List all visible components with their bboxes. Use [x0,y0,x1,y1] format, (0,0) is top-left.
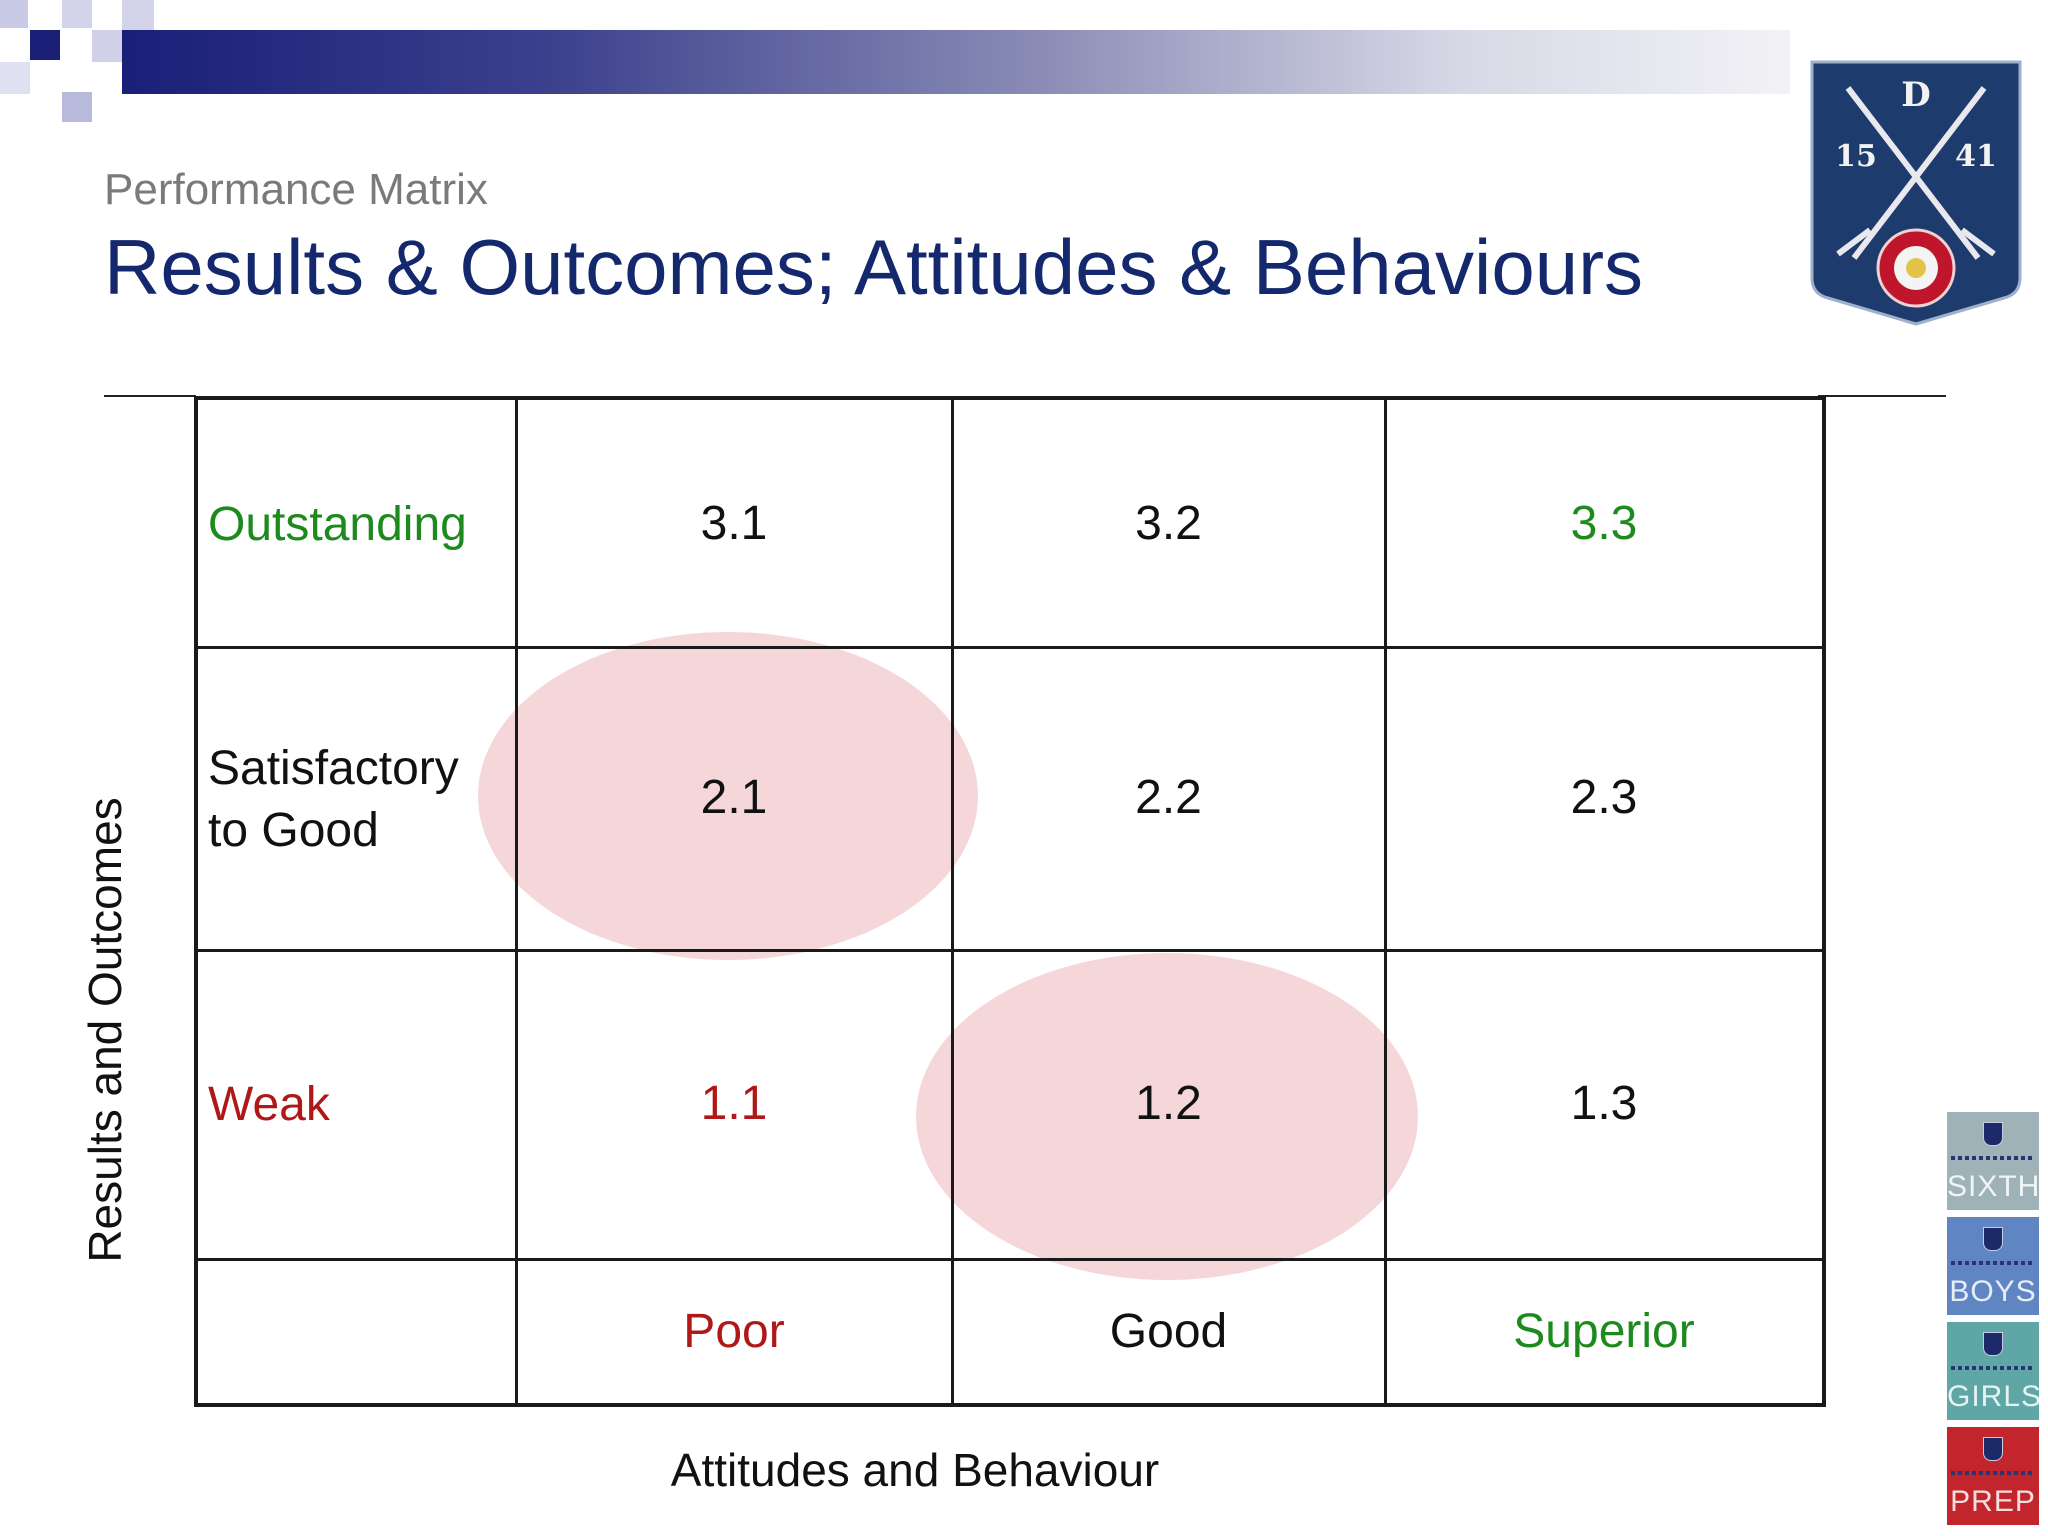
corner-square-light [62,0,92,28]
grid-line-vertical [1822,397,1826,1405]
title-rule-left [104,395,196,397]
mini-crest-icon [1983,1437,2003,1461]
row-label-outstanding: Outstanding [208,498,467,551]
matrix-cell-2-2: 2.2 [1135,771,1202,824]
crest-right-number: 41 [1955,139,1997,174]
matrix-cell-1-3: 1.3 [1570,1077,1638,1130]
column-label-good: Good [1109,1305,1228,1358]
grid-line-vertical [194,397,198,1405]
badge-stripe [1951,1366,2035,1370]
slide-title: Results & Outcomes; Attitudes & Behaviou… [104,223,1644,311]
grid-line-horizontal [194,646,1826,649]
grid-line-vertical [1384,397,1387,1405]
column-label-poor: Poor [683,1305,785,1358]
corner-square-light [122,0,154,30]
column-label-superior: Superior [1513,1305,1695,1358]
row-label-satisfactory-line1: Satisfactory [208,742,459,795]
y-axis-label: Results and Outcomes [79,797,131,1263]
badge-stripe [1951,1156,2035,1160]
grid-line-vertical [951,397,954,1405]
crest-shield [1810,60,2022,326]
matrix-cell-1-2: 1.2 [1135,1077,1202,1130]
school-crest-icon: D 15 41 [1810,60,2022,326]
corner-square-light [0,0,28,28]
matrix-cell-2-3: 2.3 [1570,771,1638,824]
badge-boys-label: BOYS [1949,1275,2037,1308]
mini-crest-icon [1983,1227,2003,1251]
x-axis-label: Attitudes and Behaviour [670,1444,1160,1496]
badge-sixth-label: SIXTH [1947,1170,2039,1203]
grid-line-horizontal [194,949,1826,952]
grid-line-horizontal [194,1258,1826,1261]
row-label-satisfactory-line2: to Good [208,804,379,857]
mini-crest-icon [1983,1332,2003,1356]
grid-line-horizontal [194,396,1826,400]
row-label-satisfactory: Satisfactory to Good [208,738,459,862]
matrix-cell-3-1: 3.1 [700,497,768,550]
highlight-ellipse-2-1 [478,632,978,960]
corner-square-mid [92,30,122,62]
badge-girls-label: GIRLS [1947,1380,2039,1413]
badge-sixth[interactable]: SIXTH [1947,1112,2039,1210]
badge-prep[interactable]: PREP [1947,1427,2039,1525]
matrix-cell-2-1: 2.1 [700,771,768,824]
matrix-cell-3-2: 3.2 [1135,497,1202,550]
mini-crest-icon [1983,1122,2003,1146]
matrix-cell-1-1: 1.1 [700,1077,768,1130]
crest-letter: D [1901,75,1930,115]
highlight-ellipse-1-2 [916,953,1418,1280]
badge-boys[interactable]: BOYS [1947,1217,2039,1315]
badge-prep-label: PREP [1950,1485,2036,1518]
badge-stripe [1951,1261,2035,1265]
grid-line-horizontal [194,1403,1826,1407]
corner-square-mid [62,92,92,122]
matrix-cell-3-3: 3.3 [1570,497,1638,550]
badge-stripe [1951,1471,2035,1475]
slide-subtitle: Performance Matrix [104,165,488,214]
badge-girls[interactable]: GIRLS [1947,1322,2039,1420]
title-rule-right [1818,395,1946,397]
corner-square-dark [30,30,60,60]
header-gradient-bar [122,30,1790,94]
corner-square-light [0,62,30,94]
crest-left-number: 15 [1835,139,1877,174]
row-label-weak: Weak [208,1078,330,1131]
grid-line-vertical [515,397,518,1405]
